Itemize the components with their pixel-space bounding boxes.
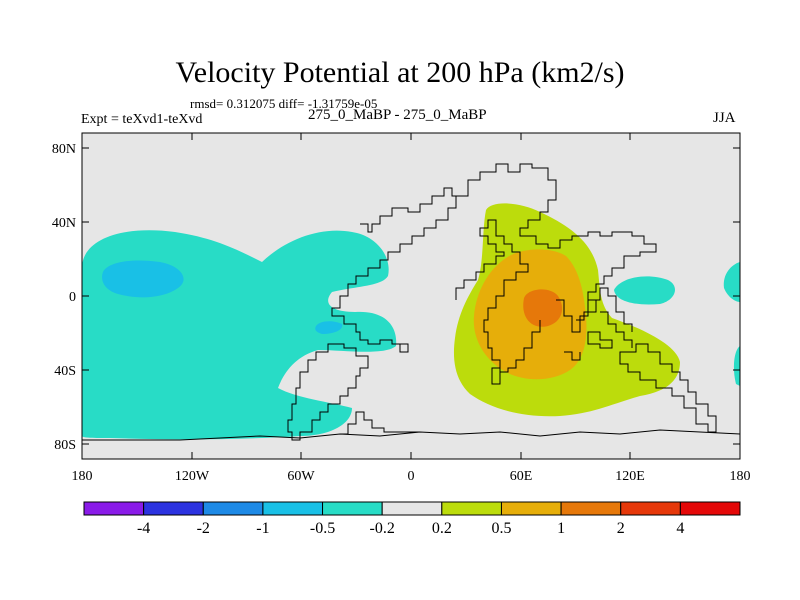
colorbar-swatch xyxy=(381,501,443,516)
negative-patch-east xyxy=(614,276,675,305)
coastline-eurasia xyxy=(456,163,657,321)
colorbar-labels: -4 -2 -1 -0.5 -0.2 0.2 0.5 1 2 4 xyxy=(137,520,684,537)
coastline-south-asia xyxy=(556,287,633,333)
lon-label-60w: 60W xyxy=(287,469,315,484)
negative-patch-edge-upper xyxy=(723,262,740,302)
colorbar-swatch xyxy=(679,501,741,516)
experiment-names: 275_0_MaBP - 275_0_MaBP xyxy=(308,107,487,123)
season-label: JJA xyxy=(713,110,736,126)
lon-label-0: 0 xyxy=(408,469,415,484)
coastline-antarctic-peninsula xyxy=(340,411,420,435)
plot-title: Velocity Potential at 200 hPa (km2/s) xyxy=(175,56,625,89)
lat-label-80n: 80N xyxy=(52,142,76,157)
coastline-africa xyxy=(455,219,541,373)
lat-label-40n: 40N xyxy=(52,216,76,231)
lon-label-180w: 180 xyxy=(72,469,93,484)
colorbar-swatch xyxy=(500,501,562,516)
colorbar-tick-label: 0.5 xyxy=(491,520,511,537)
colorbar-swatch xyxy=(143,501,204,516)
colorbar-tick-label: -0.2 xyxy=(370,520,395,537)
colorbar-tick-label: -0.5 xyxy=(310,520,335,537)
colorbar-tick-label: -4 xyxy=(137,520,150,537)
colorbar-swatch xyxy=(620,501,681,516)
lat-label-0: 0 xyxy=(69,290,76,305)
colorbar-swatch xyxy=(322,501,383,516)
colorbar-swatch xyxy=(441,501,502,516)
coastline-americas xyxy=(331,187,457,353)
colorbar-swatch xyxy=(202,501,264,516)
negative-patch-edge-lower xyxy=(733,346,740,386)
lon-label-180e: 180 xyxy=(730,469,751,484)
lat-label-40s: 40S xyxy=(54,364,76,379)
coastline-madagascar xyxy=(491,367,501,385)
coastline-east-asia xyxy=(600,311,633,348)
coastlines xyxy=(82,163,740,441)
colorbar-tick-label: -1 xyxy=(256,520,269,537)
coastline-antarctica xyxy=(82,429,740,441)
stats-line: rmsd= 0.312075 diff= -1.31759e-05 xyxy=(190,96,378,111)
colorbar-tick-label: -2 xyxy=(197,520,210,537)
coastline-australia xyxy=(619,343,717,433)
colorbar xyxy=(83,501,741,516)
colorbar-swatch xyxy=(262,501,324,516)
negative-patch-central xyxy=(315,321,343,334)
colorbar-swatch xyxy=(560,501,622,516)
contour-fill-layer xyxy=(82,203,740,440)
lon-label-120e: 120E xyxy=(615,469,645,484)
colorbar-tick-label: 4 xyxy=(676,520,684,537)
lon-label-120w: 120W xyxy=(175,469,210,484)
experiment-label: Expt = teXvd1-teXvd xyxy=(81,112,203,127)
lon-label-60e: 60E xyxy=(510,469,533,484)
coastline-indonesia xyxy=(564,331,613,361)
axis-ticks xyxy=(81,133,741,459)
positive-region-high xyxy=(523,289,563,327)
colorbar-tick-label: 0.2 xyxy=(432,520,452,537)
negative-patch-pacific xyxy=(102,260,184,298)
coastline-south-america xyxy=(287,343,369,441)
colorbar-swatch xyxy=(83,501,145,516)
lat-label-80s: 80S xyxy=(54,438,76,453)
colorbar-tick-label: 2 xyxy=(617,520,625,537)
colorbar-tick-label: 1 xyxy=(557,520,565,537)
